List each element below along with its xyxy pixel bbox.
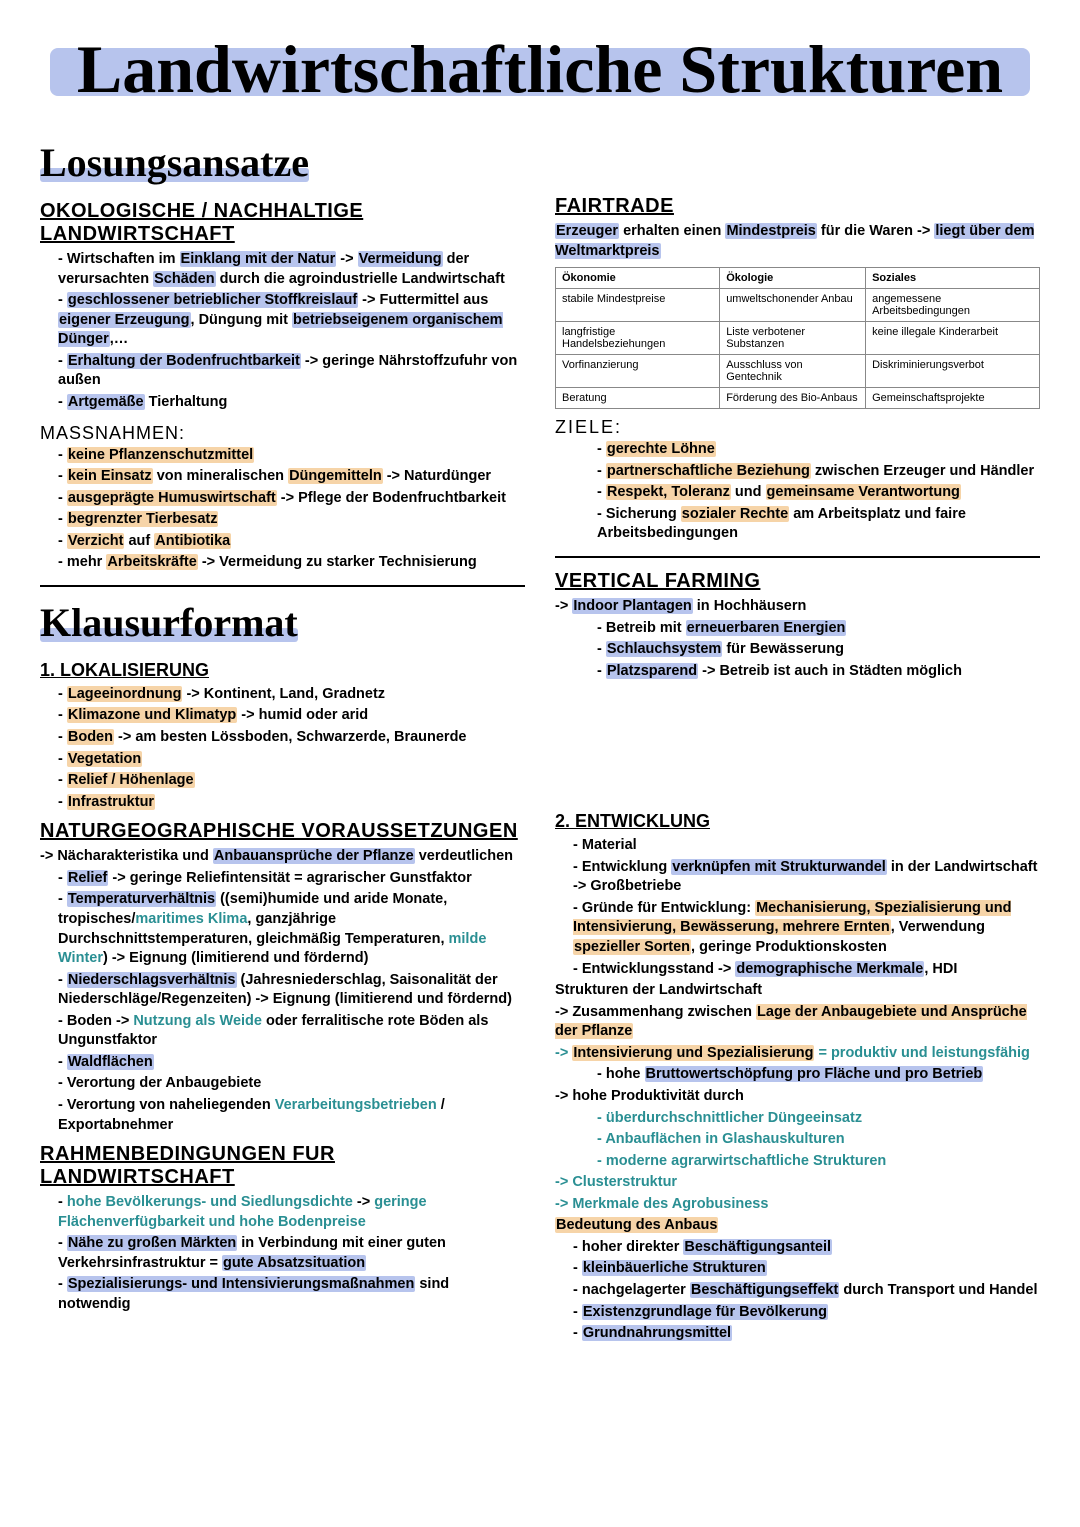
ent-item: Material xyxy=(573,836,1040,856)
fair-intro: Erzeuger erhalten einen Mindestpreis für… xyxy=(555,222,1040,261)
table-row: langfristige HandelsbeziehungenListe ver… xyxy=(556,322,1040,355)
nat-item: Relief -> geringe Reliefintensität = agr… xyxy=(58,869,525,889)
table-row: stabile Mindestpreiseumweltschonender An… xyxy=(556,289,1040,322)
section-losungsansatze: Losungsansatze xyxy=(40,139,309,186)
ziele-item: gerechte Löhne xyxy=(597,440,1040,460)
nat-item: Verortung von naheliegenden Verarbeitung… xyxy=(58,1096,525,1135)
heading-rahmen: RAHMENBEDINGUNGEN FUR LANDWIRTSCHAFT xyxy=(40,1143,525,1189)
bed-item: hoher direkter Beschäftigungsanteil xyxy=(573,1238,1040,1258)
left-column: Losungsansatze OKOLOGISCHE / NACHHALTIGE… xyxy=(40,139,525,1346)
heading-massnahmen: MASSNAHMEN: xyxy=(40,423,525,444)
ent-item: moderne agrarwirtschaftliche Strukturen xyxy=(597,1152,1040,1172)
ent-line: -> Zusammenhang zwischen Lage der Anbaug… xyxy=(555,1003,1040,1042)
heading-entwicklung: 2. ENTWICKLUNG xyxy=(555,811,1040,832)
rahmen-item: Nähe zu großen Märkten in Verbindung mit… xyxy=(58,1234,525,1273)
ent-item: Entwicklungsstand -> demographische Merk… xyxy=(573,960,1040,980)
ent-item: Anbauflächen in Glashauskulturen xyxy=(597,1130,1040,1150)
mass-item: Verzicht auf Antibiotika xyxy=(58,532,525,552)
divider xyxy=(40,585,525,587)
page-title: Landwirtschaftliche Strukturen xyxy=(40,30,1040,109)
right-column: FAIRTRADE Erzeuger erhalten einen Mindes… xyxy=(555,139,1040,1346)
heading-ziele: ZIELE: xyxy=(555,417,1040,438)
ent-list: Material Entwicklung verknüpfen mit Stru… xyxy=(555,836,1040,979)
vf-item: Betreib mit erneuerbaren Energien xyxy=(597,619,1040,639)
oko-list: Wirtschaften im Einklang mit der Natur -… xyxy=(40,250,525,413)
bed-item: Existenzgrundlage für Bevölkerung xyxy=(573,1303,1040,1323)
bed-item: Grundnahrungsmittel xyxy=(573,1324,1040,1344)
table-header-row: Ökonomie Ökologie Soziales xyxy=(556,268,1040,289)
vf-list: Betreib mit erneuerbaren Energien Schlau… xyxy=(555,619,1040,682)
nat-item: Waldflächen xyxy=(58,1053,525,1073)
ent-line: -> Merkmale des Agrobusiness xyxy=(555,1195,1040,1215)
ziele-item: Sicherung sozialer Rechte am Arbeitsplat… xyxy=(597,505,1040,544)
mass-item: ausgeprägte Humuswirtschaft -> Pflege de… xyxy=(58,489,525,509)
heading-fairtrade: FAIRTRADE xyxy=(555,195,1040,218)
ziele-list: gerechte Löhne partnerschaftliche Bezieh… xyxy=(555,440,1040,544)
table-row: VorfinanzierungAusschluss von Gentechnik… xyxy=(556,355,1040,388)
lok-item: Boden -> am besten Lössboden, Schwarzerd… xyxy=(58,728,525,748)
content-columns: Losungsansatze OKOLOGISCHE / NACHHALTIGE… xyxy=(40,139,1040,1346)
table-header: Ökologie xyxy=(720,268,866,289)
mass-item: keine Pflanzenschutzmittel xyxy=(58,446,525,466)
fairtrade-table: Ökonomie Ökologie Soziales stabile Minde… xyxy=(555,267,1040,409)
mass-item: begrenzter Tierbesatz xyxy=(58,510,525,530)
ent-sub-list2: überdurchschnittlicher Düngeeinsatz Anba… xyxy=(555,1109,1040,1172)
rahmen-item: Spezialisierungs- und Intensivierungsmaß… xyxy=(58,1275,525,1314)
lok-item: Relief / Höhenlage xyxy=(58,771,525,791)
ent-item: Entwicklung verknüpfen mit Strukturwande… xyxy=(573,858,1040,897)
nat-intro: -> Nächarakteristika und Anbauansprüche … xyxy=(40,847,525,867)
nat-item: Niederschlagsverhältnis (Jahresniedersch… xyxy=(58,971,525,1010)
bedeutung-heading: Bedeutung des Anbaus xyxy=(555,1216,1040,1236)
oko-item: Erhaltung der Bodenfruchtbarkeit -> geri… xyxy=(58,352,525,391)
bed-item: nachgelagerter Beschäftigungseffekt durc… xyxy=(573,1281,1040,1301)
ent-line: -> Intensivierung und Spezialisierung = … xyxy=(555,1044,1040,1064)
oko-item: Wirtschaften im Einklang mit der Natur -… xyxy=(58,250,525,289)
heading-okologische: OKOLOGISCHE / NACHHALTIGE LANDWIRTSCHAFT xyxy=(40,200,525,246)
vf-intro: -> Indoor Plantagen in Hochhäusern xyxy=(555,597,1040,617)
ent-item: Gründe für Entwicklung: Mechanisierung, … xyxy=(573,899,1040,958)
divider xyxy=(555,556,1040,558)
ziele-item: Respekt, Toleranz und gemeinsame Verantw… xyxy=(597,483,1040,503)
vf-item: Platzsparend -> Betreib ist auch in Städ… xyxy=(597,662,1040,682)
table-row: BeratungFörderung des Bio-AnbausGemeinsc… xyxy=(556,388,1040,409)
mass-item: kein Einsatz von mineralischen Düngemitt… xyxy=(58,467,525,487)
rahmen-list: hohe Bevölkerungs- und Siedlungsdichte -… xyxy=(40,1193,525,1314)
section-klausurformat: Klausurformat xyxy=(40,599,298,646)
vf-item: Schlauchsystem für Bewässerung xyxy=(597,640,1040,660)
table-header: Ökonomie xyxy=(556,268,720,289)
nat-item: Verortung der Anbaugebiete xyxy=(58,1074,525,1094)
ziele-item: partnerschaftliche Beziehung zwischen Er… xyxy=(597,462,1040,482)
rahmen-item: hohe Bevölkerungs- und Siedlungsdichte -… xyxy=(58,1193,525,1232)
ent-line: -> Clusterstruktur xyxy=(555,1173,1040,1193)
lok-item: Lageeinordnung -> Kontinent, Land, Gradn… xyxy=(58,685,525,705)
heading-lokalisierung: 1. LOKALISIERUNG xyxy=(40,660,525,681)
bed-list: hoher direkter Beschäftigungsanteil klei… xyxy=(555,1238,1040,1344)
lok-item: Klimazone und Klimatyp -> humid oder ari… xyxy=(58,706,525,726)
nat-list: Relief -> geringe Reliefintensität = agr… xyxy=(40,869,525,1135)
oko-item: geschlossener betrieblicher Stoffkreisla… xyxy=(58,291,525,350)
mass-item: mehr Arbeitskräfte -> Vermeidung zu star… xyxy=(58,553,525,573)
title-text: Landwirtschaftliche Strukturen xyxy=(77,31,1003,107)
table-header: Soziales xyxy=(866,268,1040,289)
lok-item: Vegetation xyxy=(58,750,525,770)
ent-line: Strukturen der Landwirtschaft xyxy=(555,981,1040,1001)
lok-list: Lageeinordnung -> Kontinent, Land, Gradn… xyxy=(40,685,525,812)
ent-item: überdurchschnittlicher Düngeeinsatz xyxy=(597,1109,1040,1129)
nat-item: Temperaturverhältnis ((semi)humide und a… xyxy=(58,890,525,968)
nat-item: Boden -> Nutzung als Weide oder ferralit… xyxy=(58,1012,525,1051)
lok-item: Infrastruktur xyxy=(58,793,525,813)
heading-vertical-farming: VERTICAL FARMING xyxy=(555,570,1040,593)
mass-list: keine Pflanzenschutzmittel kein Einsatz … xyxy=(40,446,525,573)
heading-naturgeo: NATURGEOGRAPHISCHE VORAUSSETZUNGEN xyxy=(40,820,525,843)
ent-line: -> hohe Produktivität durch xyxy=(555,1087,1040,1107)
bed-item: kleinbäuerliche Strukturen xyxy=(573,1259,1040,1279)
ent-sub-list: hohe Bruttowertschöpfung pro Fläche und … xyxy=(555,1065,1040,1085)
oko-item: Artgemäße Tierhaltung xyxy=(58,393,525,413)
ent-item: hohe Bruttowertschöpfung pro Fläche und … xyxy=(597,1065,1040,1085)
